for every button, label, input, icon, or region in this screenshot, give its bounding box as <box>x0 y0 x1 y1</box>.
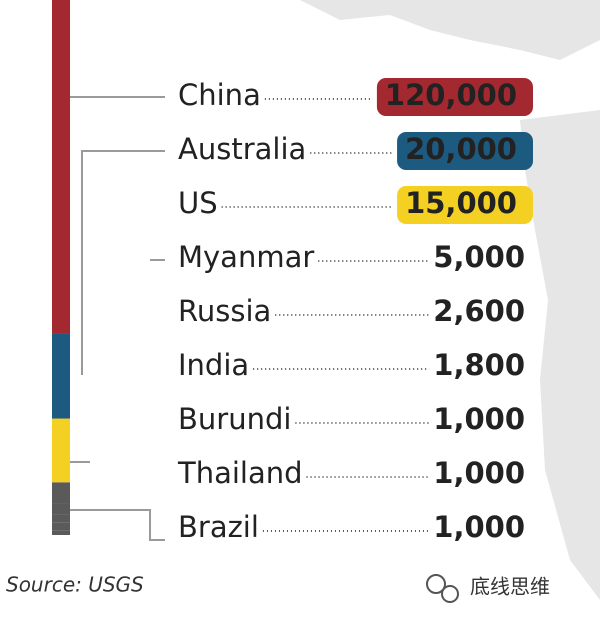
bar-segment <box>52 522 70 527</box>
country-name: Russia <box>178 294 271 328</box>
country-name: Thailand <box>177 456 303 490</box>
country-name: US <box>178 186 218 220</box>
country-name: Myanmar <box>178 240 314 274</box>
value-label: 20,000 <box>405 132 517 166</box>
value-label: 1,000 <box>433 402 525 436</box>
value-label: 2,600 <box>433 294 525 328</box>
bar-segment <box>52 530 70 535</box>
value-badge <box>397 132 533 170</box>
bar-segment <box>52 514 70 523</box>
country-name: Burundi <box>178 402 291 436</box>
value-badge <box>397 186 533 224</box>
bar-segment <box>52 418 70 483</box>
map-background <box>300 0 600 600</box>
value-label: 5,000 <box>433 240 525 274</box>
country-name: China <box>178 78 261 112</box>
value-label: 15,000 <box>405 186 517 220</box>
watermark: 底线思维 <box>470 575 550 599</box>
value-label: 1,800 <box>433 348 525 382</box>
bar-segment <box>52 482 70 504</box>
source: Source: USGS <box>6 573 144 597</box>
watermark-icon <box>426 574 459 603</box>
country-name: India <box>178 348 249 382</box>
connectors <box>70 96 165 541</box>
country-name: Australia <box>178 132 306 166</box>
value-label: 1,000 <box>433 456 525 490</box>
bar-segment <box>52 526 70 531</box>
bar-segment <box>52 0 70 334</box>
value-label: 1,000 <box>433 510 525 544</box>
bar-segment <box>52 503 70 515</box>
value-badge <box>376 78 533 116</box>
country-name: Brazil <box>178 510 259 544</box>
value-label: 120,000 <box>385 78 517 112</box>
bar-segment <box>52 333 70 419</box>
